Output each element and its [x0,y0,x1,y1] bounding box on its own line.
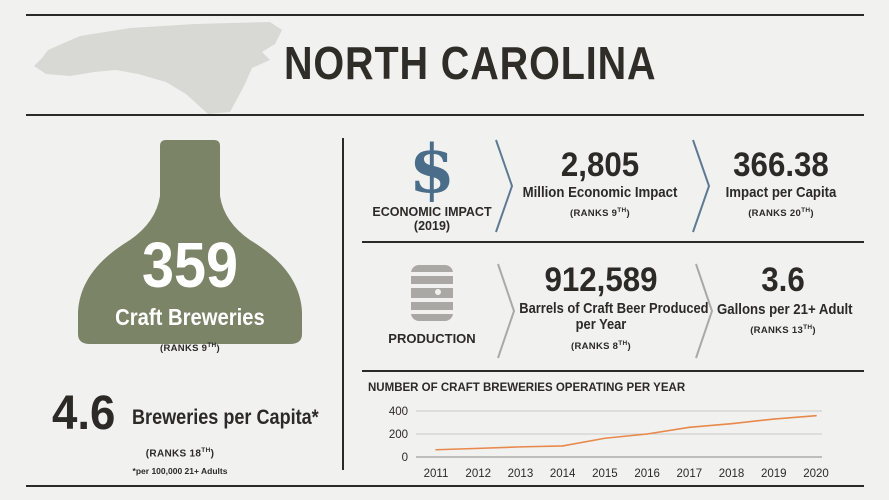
impact-per-capita-label: Impact per Capita [725,184,837,201]
economic-label-line1: ECONOMIC IMPACT [372,205,492,219]
row-divider [362,370,864,372]
per-capita-rank: (RANKS 18TH) [145,447,215,460]
x-tick-label: 2013 [508,468,534,480]
brewery-count: 359 [141,229,239,301]
keg-band [409,284,455,288]
series-line [435,414,817,451]
x-tick-label: 2020 [803,468,829,480]
dollar-icon: $ [394,130,470,208]
x-tick-label: 2016 [634,468,660,480]
column-divider [342,138,344,470]
dollar-sign: $ [409,130,455,208]
gallons-label: Gallons per 21+ Adult [717,301,853,318]
barrels-label-line1: Barrels of Craft Beer Produced [519,300,709,317]
economic-label-line2: (2019) [413,219,451,233]
state-map-icon [34,22,282,114]
x-tick-label: 2018 [719,468,745,480]
data-point [815,414,817,417]
barrels-label-line2: per Year [575,316,627,333]
top-rule [26,14,864,16]
chevron-path [692,139,711,233]
gallons-value: 3.6 [761,261,805,299]
per-capita-footnote: *per 100,000 21+ Adults [132,466,228,476]
chart-title: NUMBER OF CRAFT BREWERIES OPERATING PER … [368,382,686,394]
keg-band [409,310,455,314]
brewery-rank: (RANKS 9TH) [160,342,220,355]
chevron-right-icon [495,139,514,233]
data-point [519,446,522,448]
bottom-rule [26,485,864,487]
y-tick-label: 400 [389,406,408,418]
economic-impact-label: Million Economic Impact [522,184,678,201]
keg-icon [409,265,455,321]
x-tick-label: 2017 [677,468,703,480]
per-capita-value: 4.6 [52,387,116,440]
row-divider [362,241,864,243]
breweries-line-chart: 0 200 400 2011 2012 2013 2014 2015 2016 2017 2018 2… [389,406,829,480]
keg-body [411,265,453,321]
brewery-count-label: Craft Breweries [115,304,265,330]
x-tick-label: 2014 [550,468,576,480]
gallons-rank: (RANKS 13TH) [750,324,816,337]
economic-impact-value: 2,805 [560,146,640,184]
production-section-label: PRODUCTION [388,331,476,346]
data-point [772,418,775,420]
chevron-right-icon [692,139,711,233]
per-capita-label: Breweries per Capita* [132,406,319,429]
keg-band [409,298,455,302]
x-tick-label: 2015 [592,468,618,480]
y-tick-label: 200 [389,429,408,441]
x-tick-label: 2019 [761,468,787,480]
impact-per-capita-value: 366.38 [733,146,829,184]
bottle-shape [78,140,302,344]
data-point [477,447,480,450]
impact-per-capita-rank: (RANKS 20TH) [748,207,814,220]
chevron-path [495,139,514,233]
economic-impact-rank: (RANKS 9TH) [570,207,630,220]
bottle-icon [78,140,302,344]
data-point [561,445,564,447]
data-point [604,437,606,440]
chevron-path [695,263,714,359]
data-point [435,448,437,451]
keg-band [409,272,455,276]
x-tick-label: 2011 [424,468,449,480]
economic-section-label: ECONOMIC IMPACT (2019) [362,205,502,233]
keg-tap [435,289,441,295]
barrels-value: 912,589 [544,261,658,299]
chevron-right-icon [695,263,714,359]
data-point [730,422,733,425]
data-point [688,426,691,429]
data-point [646,433,648,435]
barrels-rank: (RANKS 8TH) [571,340,631,353]
chevron-path [497,263,516,359]
y-tick-label: 0 [402,452,408,464]
state-map-shape [34,22,282,114]
barrels-label: Barrels of Craft Beer Produced per Year [506,300,709,333]
state-title: NORTH CAROLINA [284,37,657,89]
header-rule [26,114,864,116]
x-tick-label: 2012 [465,468,491,480]
chevron-right-icon [497,263,516,359]
